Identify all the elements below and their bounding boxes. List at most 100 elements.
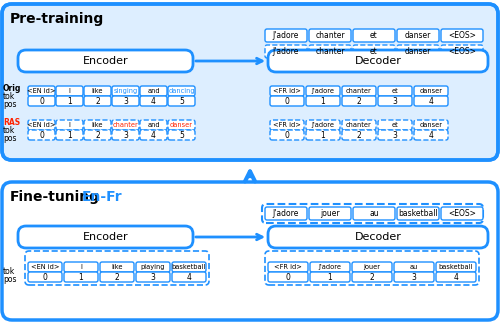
FancyBboxPatch shape xyxy=(414,120,448,130)
Text: 1: 1 xyxy=(328,272,332,281)
Text: Encoder: Encoder xyxy=(82,56,128,66)
Text: <EN id>: <EN id> xyxy=(27,88,56,94)
Text: 2: 2 xyxy=(95,97,100,106)
FancyBboxPatch shape xyxy=(25,109,198,143)
Text: 4: 4 xyxy=(186,272,192,281)
Text: danser: danser xyxy=(420,122,442,128)
FancyBboxPatch shape xyxy=(140,130,167,140)
Text: singing: singing xyxy=(114,88,138,94)
FancyBboxPatch shape xyxy=(378,120,412,130)
FancyBboxPatch shape xyxy=(168,120,195,130)
FancyBboxPatch shape xyxy=(112,130,139,140)
Text: <EOS>: <EOS> xyxy=(448,209,476,218)
Text: I: I xyxy=(80,264,82,270)
Text: et: et xyxy=(370,31,378,40)
FancyBboxPatch shape xyxy=(262,15,483,61)
Text: Orig: Orig xyxy=(3,83,22,92)
Text: 0: 0 xyxy=(284,97,290,106)
Text: playing: playing xyxy=(141,264,165,270)
Text: 0: 0 xyxy=(39,97,44,106)
Text: 4: 4 xyxy=(428,130,434,139)
FancyBboxPatch shape xyxy=(56,130,83,140)
FancyBboxPatch shape xyxy=(18,50,193,72)
Text: 0: 0 xyxy=(284,130,290,139)
FancyBboxPatch shape xyxy=(352,262,392,272)
FancyBboxPatch shape xyxy=(84,130,111,140)
FancyBboxPatch shape xyxy=(265,29,307,42)
Text: and: and xyxy=(147,88,160,94)
FancyBboxPatch shape xyxy=(441,207,483,220)
FancyBboxPatch shape xyxy=(172,272,206,282)
FancyBboxPatch shape xyxy=(378,86,412,96)
Text: J'adore: J'adore xyxy=(318,264,342,270)
Text: 5: 5 xyxy=(179,97,184,106)
FancyBboxPatch shape xyxy=(265,45,307,58)
FancyBboxPatch shape xyxy=(168,96,195,106)
Text: <FR id>: <FR id> xyxy=(274,264,302,270)
Text: et: et xyxy=(392,122,398,128)
FancyBboxPatch shape xyxy=(310,262,350,272)
FancyBboxPatch shape xyxy=(270,86,304,96)
FancyBboxPatch shape xyxy=(352,272,392,282)
FancyBboxPatch shape xyxy=(84,86,111,96)
Text: Pre-training: Pre-training xyxy=(10,12,104,26)
FancyBboxPatch shape xyxy=(262,204,483,223)
FancyBboxPatch shape xyxy=(306,86,340,96)
FancyBboxPatch shape xyxy=(397,45,439,58)
FancyBboxPatch shape xyxy=(268,50,488,72)
Text: pos: pos xyxy=(3,134,16,143)
FancyBboxPatch shape xyxy=(28,272,62,282)
Text: 5: 5 xyxy=(179,130,184,139)
Text: tok: tok xyxy=(3,268,15,277)
Text: pos: pos xyxy=(3,276,16,285)
FancyBboxPatch shape xyxy=(56,96,83,106)
Text: pos: pos xyxy=(3,99,16,109)
Text: J'adore: J'adore xyxy=(273,47,299,56)
Text: 4: 4 xyxy=(151,97,156,106)
Text: J'adore: J'adore xyxy=(312,88,334,94)
Text: 3: 3 xyxy=(392,97,398,106)
FancyBboxPatch shape xyxy=(310,272,350,282)
FancyBboxPatch shape xyxy=(56,120,83,130)
FancyBboxPatch shape xyxy=(353,207,395,220)
FancyBboxPatch shape xyxy=(25,251,209,285)
Text: J'adore: J'adore xyxy=(312,122,334,128)
FancyBboxPatch shape xyxy=(100,272,134,282)
Text: 0: 0 xyxy=(42,272,48,281)
Text: <EOS>: <EOS> xyxy=(448,47,476,56)
Text: Encoder: Encoder xyxy=(82,232,128,242)
Text: I: I xyxy=(68,88,70,94)
Text: Fine-tuning: Fine-tuning xyxy=(10,190,100,204)
FancyBboxPatch shape xyxy=(28,120,55,130)
FancyBboxPatch shape xyxy=(112,86,139,96)
FancyBboxPatch shape xyxy=(140,96,167,106)
Text: 3: 3 xyxy=(150,272,156,281)
FancyBboxPatch shape xyxy=(397,29,439,42)
FancyBboxPatch shape xyxy=(436,262,476,272)
Text: dancing: dancing xyxy=(168,88,195,94)
FancyBboxPatch shape xyxy=(342,86,376,96)
FancyBboxPatch shape xyxy=(267,75,451,109)
Text: danser: danser xyxy=(405,31,431,40)
Text: 2: 2 xyxy=(356,97,362,106)
Text: basketball: basketball xyxy=(398,209,438,218)
Text: 1: 1 xyxy=(67,130,72,139)
Text: and: and xyxy=(147,122,160,128)
FancyBboxPatch shape xyxy=(436,272,476,282)
Text: 4: 4 xyxy=(454,272,458,281)
Text: <EN id>: <EN id> xyxy=(27,122,56,128)
Text: <EN id>: <EN id> xyxy=(31,264,60,270)
Text: basketball: basketball xyxy=(172,264,206,270)
Text: et: et xyxy=(392,88,398,94)
FancyBboxPatch shape xyxy=(64,272,98,282)
Text: I: I xyxy=(68,122,70,128)
Text: 0: 0 xyxy=(286,272,290,281)
FancyBboxPatch shape xyxy=(267,109,451,143)
Text: En-Fr: En-Fr xyxy=(82,190,122,204)
Text: 1: 1 xyxy=(67,97,72,106)
Text: jouer: jouer xyxy=(364,264,380,270)
FancyBboxPatch shape xyxy=(28,130,55,140)
FancyBboxPatch shape xyxy=(112,96,139,106)
Text: au: au xyxy=(410,264,418,270)
FancyBboxPatch shape xyxy=(136,262,170,272)
